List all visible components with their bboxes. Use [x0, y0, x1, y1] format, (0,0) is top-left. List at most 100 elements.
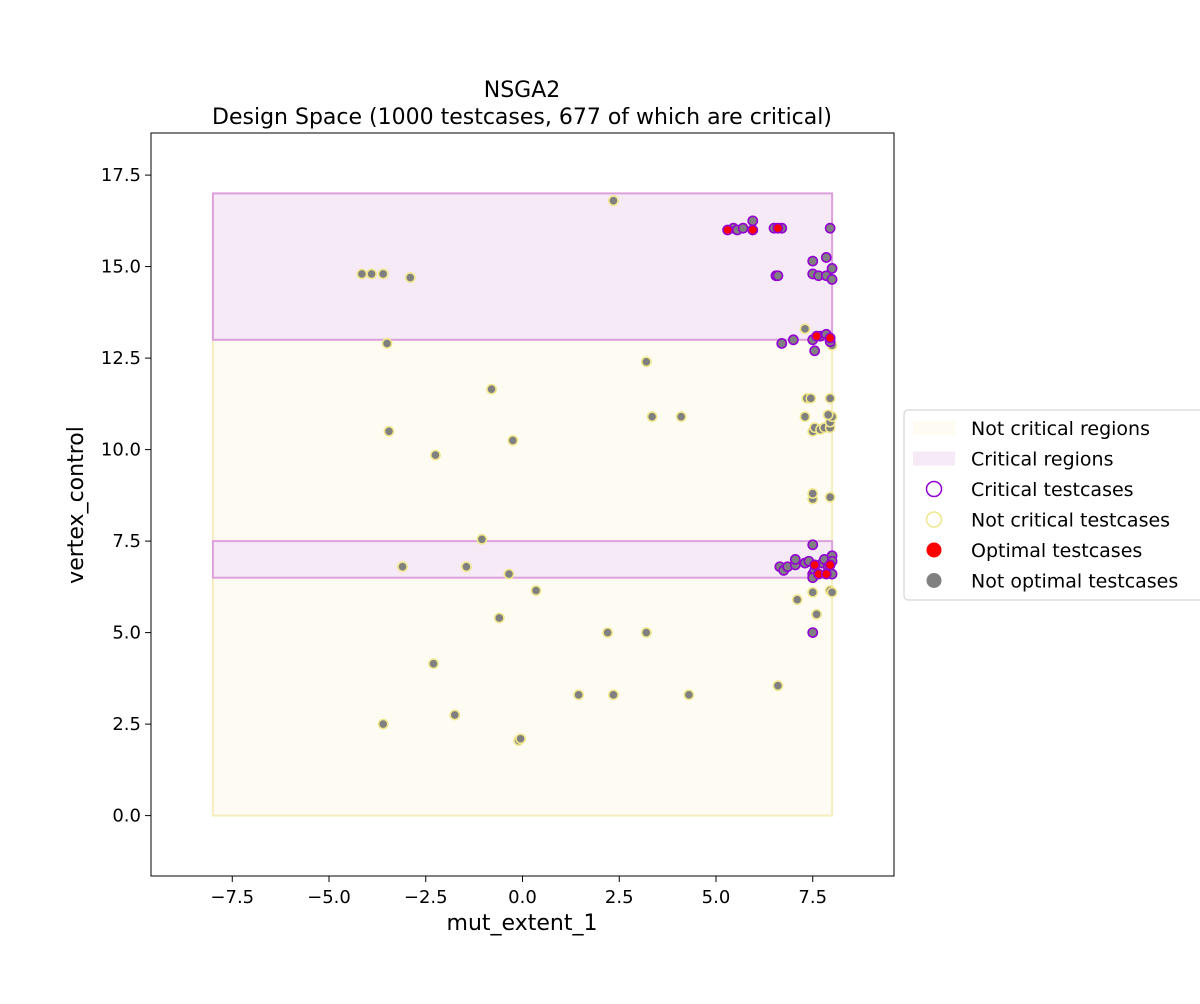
- data-point-45: [799, 411, 811, 423]
- data-point-24: [683, 689, 695, 701]
- legend-label-not-optimal-testcase: Not optimal testcases: [971, 571, 1178, 593]
- chart-title-line2: Design Space (1000 testcases, 677 of whi…: [212, 105, 832, 130]
- data-point-79: [809, 345, 821, 357]
- legend-items: Not critical regions Critical regions Crit…: [913, 418, 1178, 593]
- data-point-90: [809, 559, 821, 571]
- data-point-55: [737, 222, 749, 234]
- x-axis-ticks: −7.5 −5.0 −2.5 0.0 2.5 5.0 7.5: [210, 876, 827, 908]
- data-point-70: [826, 274, 838, 285]
- data-point-26: [449, 709, 461, 721]
- data-point-80: [807, 539, 819, 551]
- data-point-57: [747, 215, 759, 227]
- data-point-10: [383, 425, 395, 437]
- data-point-101: [807, 627, 819, 639]
- data-point-69: [826, 263, 838, 274]
- regions-layer: [211, 192, 834, 817]
- data-point-7: [486, 383, 497, 395]
- x-tick-label-1: −5.0: [307, 887, 351, 908]
- y-tick-label-1: 2.5: [112, 714, 141, 735]
- data-point-64: [807, 255, 819, 267]
- y-tick-label-0: 0.0: [112, 806, 141, 827]
- data-point-11: [507, 435, 519, 446]
- y-tick-label-6: 15.0: [101, 257, 141, 278]
- data-point-63: [772, 270, 784, 282]
- y-tick-label-7: 17.5: [101, 165, 141, 186]
- x-axis-label: mut_extent_1: [447, 911, 598, 936]
- critical-region-1: [211, 192, 834, 341]
- y-axis-ticks: 0.0 2.5 5.0 7.5 10.0 12.5 15.0 17.5: [101, 165, 151, 827]
- legend-frame: [903, 409, 1200, 601]
- data-point-12: [430, 449, 441, 461]
- data-point-3: [377, 268, 389, 280]
- y-tick-label-3: 7.5: [112, 531, 141, 552]
- legend-marker-not-critical-testcase: [925, 511, 943, 528]
- data-point-21: [428, 658, 439, 670]
- data-point-30: [791, 594, 803, 606]
- data-point-5: [381, 338, 393, 349]
- x-tick-label-2: −2.5: [404, 887, 448, 908]
- data-point-16: [503, 568, 515, 580]
- data-point-14: [397, 561, 408, 573]
- legend-marker-critical-region: [913, 451, 955, 466]
- data-point-78: [776, 338, 788, 349]
- data-point-61: [824, 222, 836, 234]
- data-point-96: [824, 559, 836, 571]
- legend-label-critical-testcase: Critical testcases: [971, 479, 1134, 501]
- y-tick-label-2: 5.0: [112, 623, 141, 644]
- data-point-9: [675, 411, 687, 423]
- y-axis-label: vertex_control: [64, 426, 89, 584]
- data-point-13: [476, 533, 488, 545]
- data-point-34: [826, 586, 838, 598]
- x-tick-label-6: 7.5: [798, 887, 827, 908]
- data-point-37: [824, 491, 836, 503]
- legend-label-not-critical-testcase: Not critical testcases: [971, 510, 1170, 532]
- data-point-18: [493, 612, 505, 624]
- data-point-15: [460, 561, 472, 573]
- legend-marker-optimal-testcase: [926, 542, 942, 558]
- legend-marker-critical-testcase: [925, 480, 943, 498]
- data-point-27: [377, 718, 389, 730]
- data-point-20: [640, 627, 652, 639]
- legend-label-optimal-testcase: Optimal testcases: [971, 540, 1142, 562]
- chart-title-line1: NSGA2: [484, 78, 561, 103]
- data-point-0: [608, 195, 619, 207]
- legend-label-not-critical-region: Not critical regions: [971, 418, 1150, 440]
- data-point-19: [602, 627, 614, 639]
- critical-region-2: [211, 540, 834, 579]
- x-tick-label-4: 2.5: [605, 887, 634, 908]
- legend-marker-not-optimal-testcase: [926, 573, 942, 588]
- data-point-65: [820, 252, 832, 263]
- data-point-50: [799, 323, 811, 335]
- data-point-23: [608, 689, 619, 701]
- data-point-52: [722, 224, 733, 236]
- data-point-31: [811, 608, 823, 620]
- data-point-1: [356, 268, 368, 280]
- data-point-46: [822, 409, 834, 421]
- data-point-2: [366, 268, 377, 280]
- data-point-4: [404, 272, 416, 283]
- data-point-72: [811, 330, 823, 342]
- data-point-75: [824, 332, 836, 344]
- legend-label-critical-region: Critical regions: [971, 449, 1113, 471]
- x-tick-label-5: 5.0: [702, 887, 731, 908]
- data-point-6: [640, 356, 652, 368]
- data-point-56: [747, 224, 759, 236]
- x-tick-label-3: 0.0: [508, 887, 537, 908]
- legend: Not critical regions Critical regions Crit…: [903, 409, 1200, 601]
- data-point-59: [772, 222, 784, 234]
- data-point-85: [789, 554, 801, 565]
- data-point-29: [515, 733, 526, 745]
- x-tick-label-0: −7.5: [210, 887, 254, 908]
- data-point-8: [646, 411, 658, 423]
- data-point-48: [805, 392, 817, 404]
- data-point-77: [787, 334, 799, 346]
- y-tick-label-4: 10.0: [101, 440, 141, 461]
- data-point-36: [807, 488, 819, 499]
- data-point-32: [807, 586, 819, 598]
- legend-marker-not-critical-region: [913, 421, 955, 435]
- y-tick-label-5: 12.5: [101, 348, 141, 369]
- data-point-25: [772, 680, 784, 692]
- data-point-22: [573, 689, 585, 701]
- data-point-49: [824, 392, 836, 404]
